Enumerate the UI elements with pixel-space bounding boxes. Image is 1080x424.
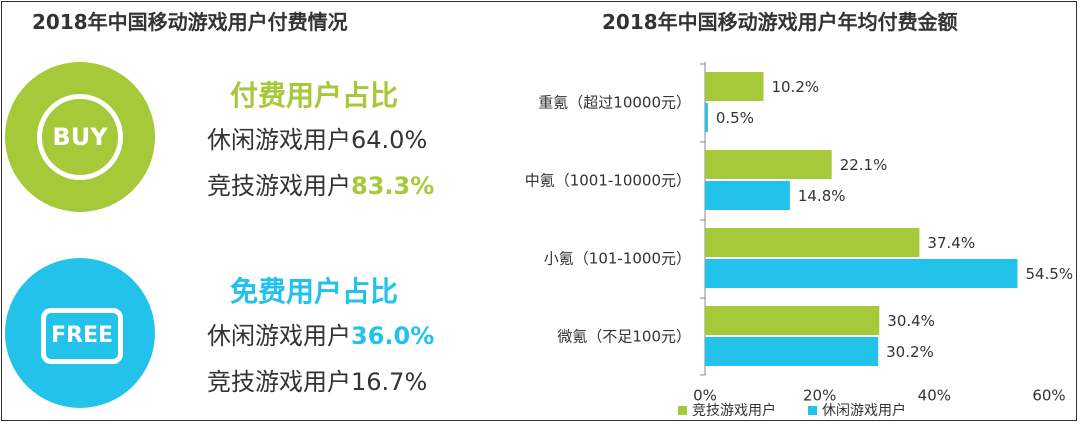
paying-heading: 付费用户占比 [230, 79, 399, 112]
free-competitive-row: 竞技游戏用户16.7% [207, 362, 427, 397]
free-casual-value: 36.0% [351, 322, 435, 350]
free-competitive-value: 16.7% [351, 368, 428, 396]
bar-casual [705, 259, 1018, 288]
x-tick-label: 20% [803, 387, 836, 405]
paying-competitive-value: 83.3% [351, 172, 435, 200]
legend-label: 休闲游戏用户 [822, 402, 906, 419]
data-label: 10.2% [771, 78, 819, 96]
category-label: 小氪（101-1000元） [544, 250, 691, 268]
bar-competitive [705, 150, 832, 179]
left-title: 2018年中国移动游戏用户付费情况 [32, 10, 348, 34]
x-tick-label: 0% [693, 387, 717, 405]
category-label: 重氪（超过10000元） [538, 94, 691, 112]
legend-swatch [678, 406, 687, 415]
data-label: 0.5% [716, 109, 754, 127]
free-competitive-label: 竞技游戏用户 [207, 368, 351, 396]
buy-icon-label: BUY [52, 123, 108, 151]
buy-circle: BUY [5, 62, 155, 212]
bar-casual [705, 181, 790, 210]
data-label: 14.8% [798, 187, 846, 205]
category-label: 微氪（不足100元） [557, 328, 691, 346]
category-label: 中氪（1001-10000元） [525, 172, 691, 190]
bar-casual [705, 337, 879, 366]
free-casual-row: 休闲游戏用户36.0% [207, 316, 434, 351]
data-label: 54.5% [1025, 265, 1073, 283]
paying-casual-row: 休闲游戏用户64.0% [207, 120, 427, 155]
bar-competitive [705, 228, 920, 257]
free-heading: 免费用户占比 [230, 275, 399, 308]
free-circle: FREE [5, 258, 155, 408]
legend-swatch [808, 406, 817, 415]
data-label: 22.1% [840, 156, 888, 174]
bar-competitive [705, 306, 880, 335]
chart-title: 2018年中国移动游戏用户年均付费金额 [602, 10, 958, 34]
legend-label: 竞技游戏用户 [692, 402, 776, 419]
free-box-icon: FREE [41, 308, 123, 364]
free-casual-label: 休闲游戏用户 [207, 322, 351, 350]
x-tick-label: 40% [918, 387, 951, 405]
paying-casual-value: 64.0% [351, 126, 428, 154]
data-label: 30.2% [886, 343, 934, 361]
bar-competitive [705, 72, 764, 101]
data-label: 30.4% [887, 312, 935, 330]
paying-competitive-label: 竞技游戏用户 [207, 172, 351, 200]
bar-casual [705, 103, 708, 132]
x-tick-label: 60% [1032, 387, 1065, 405]
paying-casual-label: 休闲游戏用户 [207, 126, 351, 154]
free-icon-label: FREE [50, 323, 114, 348]
paying-competitive-row: 竞技游戏用户83.3% [207, 166, 434, 201]
buy-ring-icon: BUY [37, 94, 123, 180]
data-label: 37.4% [927, 234, 975, 252]
